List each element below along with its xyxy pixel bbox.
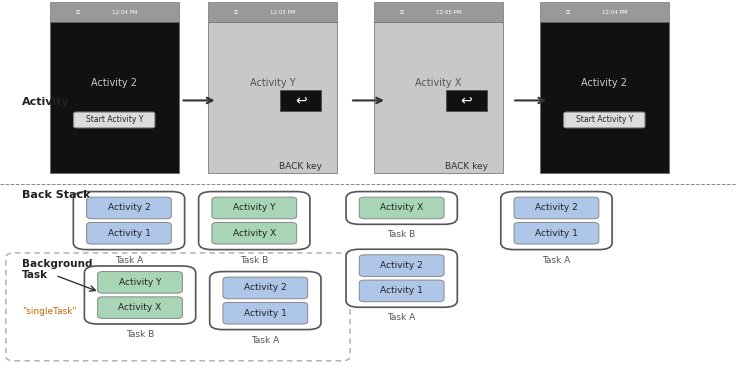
Text: ↩: ↩: [295, 93, 307, 108]
Text: Task A: Task A: [251, 336, 279, 344]
Text: Activity 1: Activity 1: [380, 286, 423, 295]
Text: Activity Y: Activity Y: [233, 203, 276, 212]
Text: Start Activity Y: Start Activity Y: [85, 115, 143, 125]
Text: Activity X: Activity X: [416, 78, 461, 87]
Text: Activity X: Activity X: [233, 229, 276, 238]
FancyBboxPatch shape: [374, 22, 503, 173]
FancyBboxPatch shape: [374, 2, 503, 22]
FancyBboxPatch shape: [212, 197, 296, 219]
Text: 📶🔋: 📶🔋: [565, 10, 570, 14]
Text: Activity 1: Activity 1: [108, 229, 150, 238]
FancyBboxPatch shape: [87, 197, 171, 219]
Text: Background
Task: Background Task: [22, 259, 93, 280]
Text: Activity 2: Activity 2: [91, 78, 137, 87]
Text: 12:05 PM: 12:05 PM: [436, 10, 461, 15]
FancyBboxPatch shape: [539, 2, 668, 22]
FancyBboxPatch shape: [209, 272, 321, 330]
Text: Activity 2: Activity 2: [244, 283, 287, 292]
FancyBboxPatch shape: [360, 280, 444, 302]
FancyBboxPatch shape: [84, 266, 196, 324]
Bar: [280, 90, 321, 111]
Text: Activity 2: Activity 2: [535, 203, 578, 212]
Text: Task A: Task A: [388, 313, 416, 322]
FancyBboxPatch shape: [360, 255, 444, 276]
Bar: [447, 90, 486, 111]
Text: Task B: Task B: [388, 230, 416, 239]
Text: 12:04 PM: 12:04 PM: [112, 10, 137, 15]
FancyBboxPatch shape: [87, 222, 171, 244]
FancyBboxPatch shape: [346, 249, 457, 307]
FancyBboxPatch shape: [50, 2, 178, 22]
Text: Task B: Task B: [126, 330, 154, 339]
Text: 📶🔋: 📶🔋: [76, 10, 80, 14]
Text: Start Activity Y: Start Activity Y: [576, 115, 633, 125]
Text: 12:04 PM: 12:04 PM: [602, 10, 627, 15]
Text: "singleTask": "singleTask": [22, 307, 77, 316]
Text: Activity X: Activity X: [119, 303, 161, 312]
Text: Activity 2: Activity 2: [581, 78, 627, 87]
Text: Task A: Task A: [115, 256, 143, 264]
Text: 12:05 PM: 12:05 PM: [270, 10, 296, 15]
Text: Activity X: Activity X: [380, 203, 423, 212]
FancyBboxPatch shape: [198, 192, 310, 250]
FancyBboxPatch shape: [97, 272, 182, 293]
Text: Activity 2: Activity 2: [380, 261, 423, 270]
FancyBboxPatch shape: [360, 197, 444, 219]
FancyBboxPatch shape: [50, 22, 178, 173]
FancyBboxPatch shape: [212, 222, 296, 244]
Text: ↩: ↩: [461, 93, 472, 108]
Text: Task B: Task B: [240, 256, 268, 264]
Text: 📶🔋: 📶🔋: [399, 10, 405, 14]
FancyBboxPatch shape: [223, 277, 308, 299]
Text: Activity Y: Activity Y: [119, 278, 161, 287]
Text: Activity 1: Activity 1: [244, 309, 287, 318]
FancyBboxPatch shape: [514, 222, 598, 244]
FancyBboxPatch shape: [208, 22, 337, 173]
Text: Activity: Activity: [22, 97, 70, 107]
Text: Task A: Task A: [542, 256, 570, 264]
FancyBboxPatch shape: [500, 192, 612, 250]
FancyBboxPatch shape: [208, 2, 337, 22]
Text: BACK key: BACK key: [279, 162, 322, 171]
FancyBboxPatch shape: [97, 297, 182, 318]
Text: 📶🔋: 📶🔋: [234, 10, 239, 14]
Text: Activity 1: Activity 1: [535, 229, 578, 238]
Text: Activity 2: Activity 2: [108, 203, 150, 212]
FancyBboxPatch shape: [514, 197, 598, 219]
FancyBboxPatch shape: [564, 112, 645, 128]
Text: Back Stack: Back Stack: [22, 190, 91, 200]
FancyBboxPatch shape: [346, 192, 457, 224]
FancyBboxPatch shape: [539, 22, 668, 173]
Text: Activity Y: Activity Y: [250, 78, 296, 87]
FancyBboxPatch shape: [74, 192, 184, 250]
FancyBboxPatch shape: [223, 302, 308, 324]
Text: BACK key: BACK key: [445, 162, 488, 171]
FancyBboxPatch shape: [74, 112, 155, 128]
